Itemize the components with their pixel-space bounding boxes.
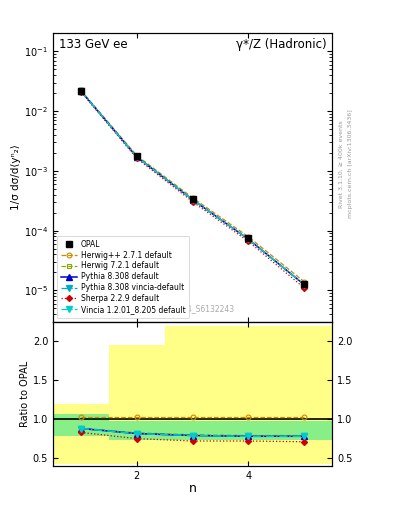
Text: OPAL_2004_S6132243: OPAL_2004_S6132243 <box>150 304 235 313</box>
Legend: OPAL, Herwig++ 2.7.1 default, Herwig 7.2.1 default, Pythia 8.308 default, Pythia: OPAL, Herwig++ 2.7.1 default, Herwig 7.2… <box>57 236 189 318</box>
Y-axis label: 1/σ dσ/d⟨yⁿ₂⟩: 1/σ dσ/d⟨yⁿ₂⟩ <box>11 144 21 210</box>
Y-axis label: Ratio to OPAL: Ratio to OPAL <box>20 360 30 427</box>
Text: Rivet 3.1.10, ≥ 400k events: Rivet 3.1.10, ≥ 400k events <box>339 120 344 208</box>
Text: γ*/Z (Hadronic): γ*/Z (Hadronic) <box>236 37 327 51</box>
Text: mcplots.cern.ch [arXiv:1306.3436]: mcplots.cern.ch [arXiv:1306.3436] <box>348 110 353 218</box>
X-axis label: n: n <box>189 482 196 495</box>
Text: 133 GeV ee: 133 GeV ee <box>59 37 127 51</box>
